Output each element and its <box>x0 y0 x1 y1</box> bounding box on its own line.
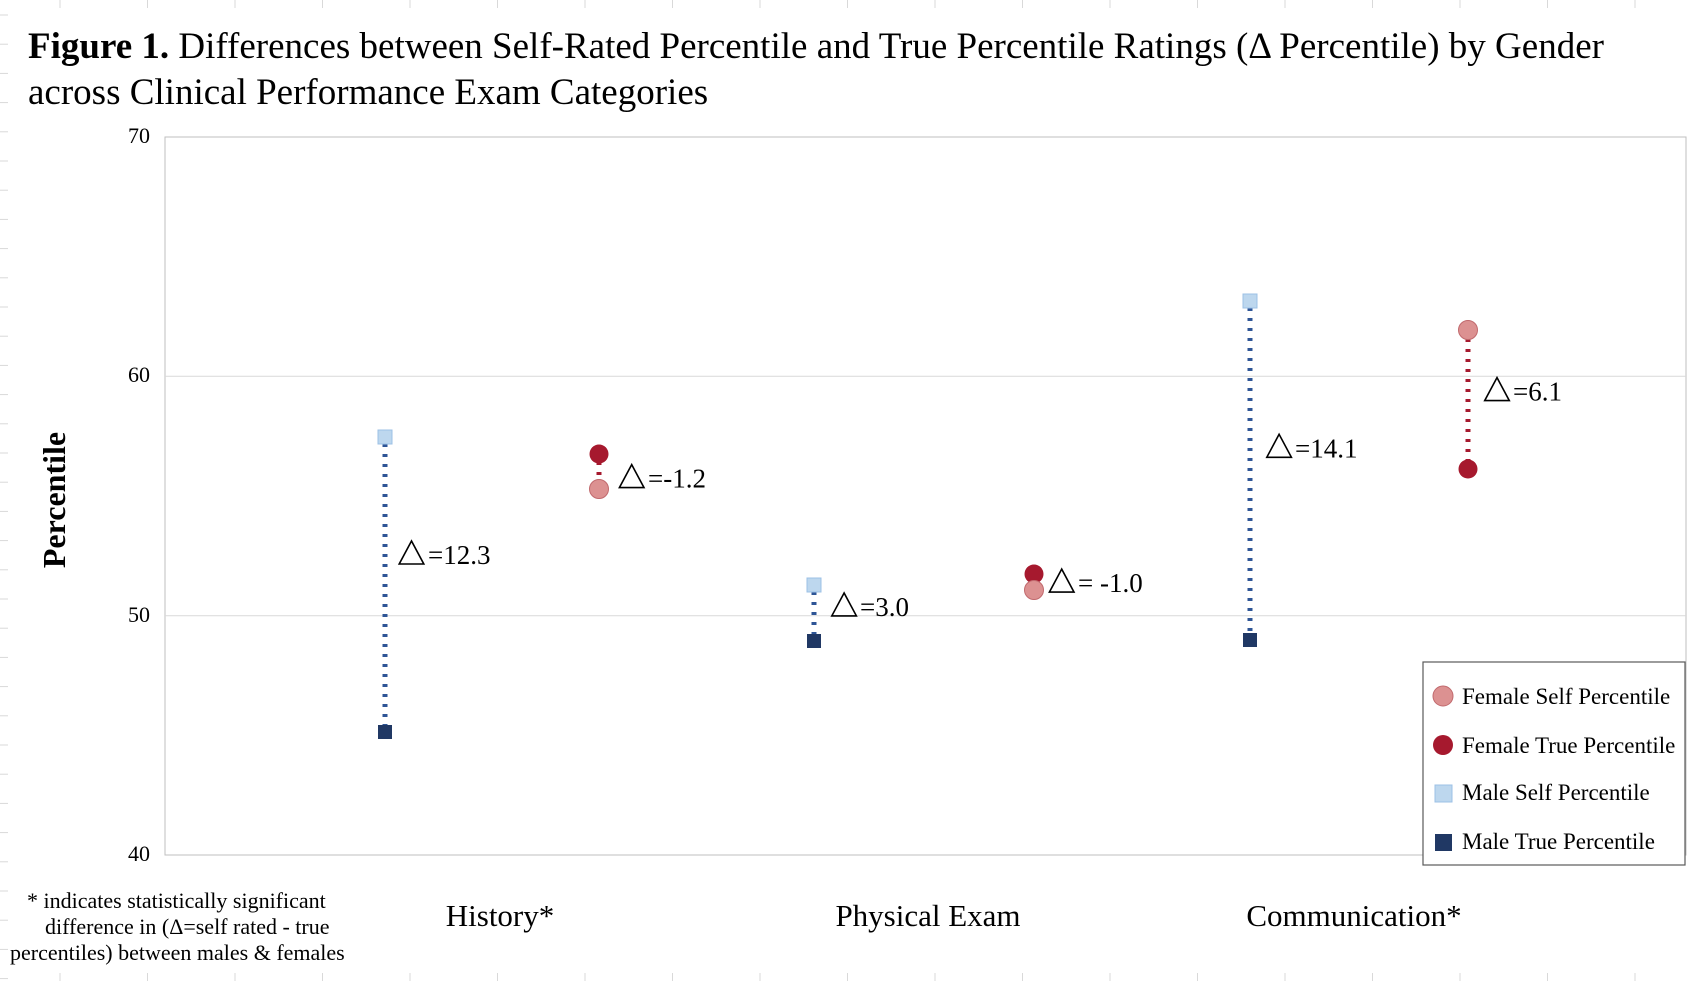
svg-text:=-1.2: =-1.2 <box>648 464 706 494</box>
svg-text:percentiles) between males & f: percentiles) between males & females <box>10 940 345 965</box>
svg-text:= -1.0: = -1.0 <box>1078 568 1143 598</box>
svg-text:60: 60 <box>128 362 150 387</box>
svg-text:=6.1: =6.1 <box>1513 377 1562 407</box>
svg-text:Physical Exam: Physical Exam <box>835 898 1020 933</box>
svg-text:Percentile: Percentile <box>36 432 72 568</box>
svg-text:History*: History* <box>446 898 555 933</box>
svg-text:70: 70 <box>128 123 150 148</box>
svg-text:Female Self Percentile: Female Self Percentile <box>1462 684 1670 709</box>
svg-text:Communication*: Communication* <box>1246 898 1461 933</box>
svg-text:=14.1: =14.1 <box>1295 433 1357 463</box>
svg-text:Male Self Percentile: Male Self Percentile <box>1462 780 1650 805</box>
svg-text:=3.0: =3.0 <box>860 592 909 622</box>
svg-text:Female True Percentile: Female True Percentile <box>1462 733 1675 758</box>
svg-text:difference in (Δ=self rated -: difference in (Δ=self rated - true <box>45 914 330 939</box>
svg-text:Male True Percentile: Male True Percentile <box>1462 829 1655 854</box>
svg-text:* indicates statistically sign: * indicates statistically significant <box>27 888 326 913</box>
svg-text:50: 50 <box>128 602 150 627</box>
svg-text:=12.3: =12.3 <box>428 540 490 570</box>
svg-text:40: 40 <box>128 841 150 866</box>
